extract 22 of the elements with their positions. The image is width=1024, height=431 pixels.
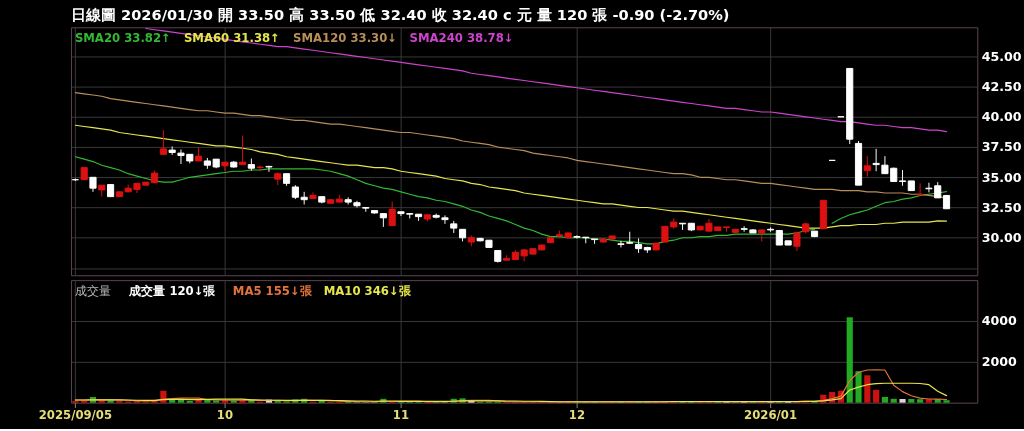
chart-title: 成交量 — [74, 283, 111, 298]
y-tick-label: 4000 — [981, 313, 1018, 329]
x-tick-label: 11 — [392, 407, 410, 422]
y-tick-label: 40.00 — [981, 109, 1022, 125]
x-tick-label: 12 — [568, 407, 586, 422]
y-tick-label: 30.00 — [981, 230, 1022, 246]
y-tick-label: 37.50 — [981, 139, 1022, 155]
y-tick-label: 2000 — [981, 354, 1018, 370]
text: SMA20 33.82↑ — [74, 30, 171, 45]
x-tick-label: 2025/09/05 — [38, 407, 113, 422]
x-tick-label: 2026/01 — [744, 407, 797, 422]
x-tick-label: 10 — [216, 407, 234, 422]
y-tick-label: 32.50 — [981, 199, 1022, 215]
series-label: SMA240 38.78↓ — [409, 30, 514, 45]
text: SMA120 33.30↓ — [293, 30, 398, 45]
chart-title: 日線圖 2026/01/30 開 33.50 高 33.50 低 32.40 收 32.40 c 元 量 120 張 -0.90 (-2.70%) — [70, 6, 730, 24]
annotation: 成交量 120↓張 — [128, 283, 217, 298]
y-tick-label: 35.00 — [981, 169, 1022, 185]
y-tick-label: 45.00 — [981, 48, 1022, 64]
text: MA5 155↓張 — [232, 283, 313, 298]
y-tick-label: 42.50 — [981, 78, 1022, 94]
text: MA10 346↓張 — [323, 283, 412, 298]
